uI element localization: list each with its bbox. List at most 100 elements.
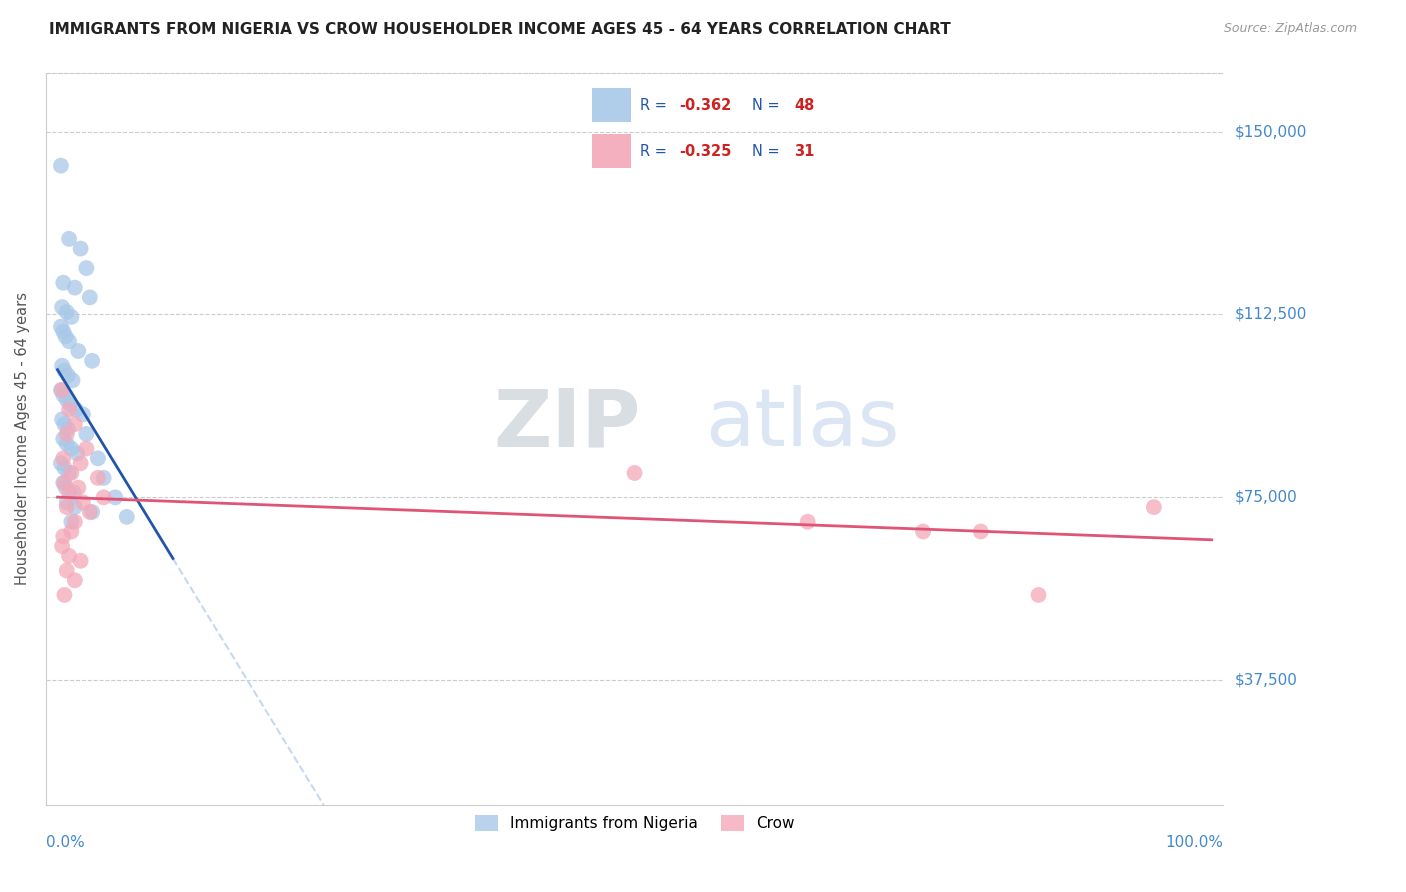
Point <box>79 505 101 519</box>
Point <box>970 524 993 539</box>
Point <box>60 524 83 539</box>
Point <box>82 505 104 519</box>
Text: 48: 48 <box>794 97 814 112</box>
Text: N =: N = <box>752 144 785 159</box>
Point <box>72 408 94 422</box>
Point <box>63 280 86 294</box>
Point <box>623 466 645 480</box>
Point <box>49 159 72 173</box>
Point <box>69 554 91 568</box>
Point <box>52 276 75 290</box>
Point <box>53 475 76 490</box>
Text: $37,500: $37,500 <box>1234 673 1298 688</box>
Point <box>87 471 110 485</box>
Text: -0.325: -0.325 <box>679 144 731 159</box>
Point <box>55 495 77 509</box>
Point <box>55 329 77 343</box>
Point <box>69 456 91 470</box>
Point <box>104 491 127 505</box>
Point <box>75 442 97 456</box>
Point <box>55 436 77 450</box>
Legend: Immigrants from Nigeria, Crow: Immigrants from Nigeria, Crow <box>468 809 800 838</box>
Text: 100.0%: 100.0% <box>1166 835 1223 850</box>
Point <box>58 549 80 563</box>
Point <box>58 402 80 417</box>
Point <box>52 529 75 543</box>
Point <box>87 451 110 466</box>
Point <box>55 392 77 407</box>
Text: $150,000: $150,000 <box>1234 124 1306 139</box>
Point <box>67 344 90 359</box>
Point <box>55 500 77 515</box>
Y-axis label: Householder Income Ages 45 - 64 years: Householder Income Ages 45 - 64 years <box>15 293 30 585</box>
Point <box>49 456 72 470</box>
Point <box>60 466 83 480</box>
Point <box>49 319 72 334</box>
Point <box>1028 588 1050 602</box>
Point <box>52 325 75 339</box>
Point <box>58 485 80 500</box>
Point <box>52 388 75 402</box>
Point <box>796 515 818 529</box>
Text: ZIP: ZIP <box>494 385 641 463</box>
Point <box>58 334 80 349</box>
Point <box>60 515 83 529</box>
Point <box>51 359 73 373</box>
Point <box>62 373 84 387</box>
Point <box>51 383 73 397</box>
Point <box>72 495 94 509</box>
Bar <box>592 88 631 122</box>
Point <box>51 412 73 426</box>
Point <box>93 471 115 485</box>
Bar <box>592 135 631 168</box>
Point <box>63 500 86 515</box>
Point <box>56 422 79 436</box>
Point <box>93 491 115 505</box>
Point <box>51 539 73 553</box>
Point <box>49 383 72 397</box>
Point <box>69 242 91 256</box>
Point <box>65 402 87 417</box>
Point <box>67 481 90 495</box>
Point <box>52 432 75 446</box>
Point <box>75 426 97 441</box>
Point <box>66 446 89 460</box>
Text: R =: R = <box>640 97 671 112</box>
Point <box>58 232 80 246</box>
Point <box>63 574 86 588</box>
Point <box>52 451 75 466</box>
Point <box>60 310 83 324</box>
Text: R =: R = <box>640 144 671 159</box>
Text: -0.362: -0.362 <box>679 97 731 112</box>
Point <box>55 481 77 495</box>
Point <box>55 426 77 441</box>
Point <box>1143 500 1166 515</box>
Point <box>115 509 138 524</box>
Text: IMMIGRANTS FROM NIGERIA VS CROW HOUSEHOLDER INCOME AGES 45 - 64 YEARS CORRELATIO: IMMIGRANTS FROM NIGERIA VS CROW HOUSEHOL… <box>49 22 950 37</box>
Point <box>75 261 97 276</box>
Point <box>51 300 73 314</box>
Text: $75,000: $75,000 <box>1234 490 1296 505</box>
Point <box>53 363 76 377</box>
Point <box>63 515 86 529</box>
Text: N =: N = <box>752 97 785 112</box>
Point <box>912 524 935 539</box>
Text: atlas: atlas <box>706 385 900 463</box>
Text: $112,500: $112,500 <box>1234 307 1306 322</box>
Point <box>60 442 83 456</box>
Point <box>63 417 86 432</box>
Point <box>55 564 77 578</box>
Point <box>53 461 76 475</box>
Point <box>82 353 104 368</box>
Point <box>52 475 75 490</box>
Point <box>55 305 77 319</box>
Point <box>58 466 80 480</box>
Point <box>56 368 79 383</box>
Text: 31: 31 <box>794 144 814 159</box>
Point <box>53 417 76 432</box>
Point <box>53 588 76 602</box>
Point <box>62 485 84 500</box>
Point <box>79 290 101 304</box>
Text: Source: ZipAtlas.com: Source: ZipAtlas.com <box>1223 22 1357 36</box>
Point <box>59 398 82 412</box>
